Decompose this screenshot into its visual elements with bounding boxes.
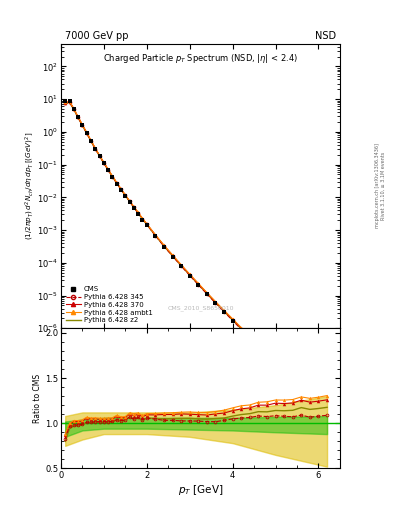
Text: mcplots.cern.ch [arXiv:1306.3436]: mcplots.cern.ch [arXiv:1306.3436] xyxy=(375,143,380,228)
Y-axis label: Ratio to CMS: Ratio to CMS xyxy=(33,374,42,423)
Text: Rivet 3.1.10, ≥ 3.1M events: Rivet 3.1.10, ≥ 3.1M events xyxy=(381,152,386,220)
Text: 7000 GeV pp: 7000 GeV pp xyxy=(65,31,129,41)
Text: NSD: NSD xyxy=(315,31,336,41)
Y-axis label: $(1/2\pi p_T)\, d^2N_{ch}/d\eta\, dp_T\, [(GeV)^2]$: $(1/2\pi p_T)\, d^2N_{ch}/d\eta\, dp_T\,… xyxy=(23,132,36,240)
X-axis label: $p_T$ [GeV]: $p_T$ [GeV] xyxy=(178,483,223,497)
Text: CMS_2010_S8656010: CMS_2010_S8656010 xyxy=(167,306,234,311)
Text: Charged Particle $p_T$ Spectrum (NSD, $|\eta|$ < 2.4): Charged Particle $p_T$ Spectrum (NSD, $|… xyxy=(103,52,298,65)
Legend: CMS, Pythia 6.428 345, Pythia 6.428 370, Pythia 6.428 ambt1, Pythia 6.428 z2: CMS, Pythia 6.428 345, Pythia 6.428 370,… xyxy=(64,285,154,325)
